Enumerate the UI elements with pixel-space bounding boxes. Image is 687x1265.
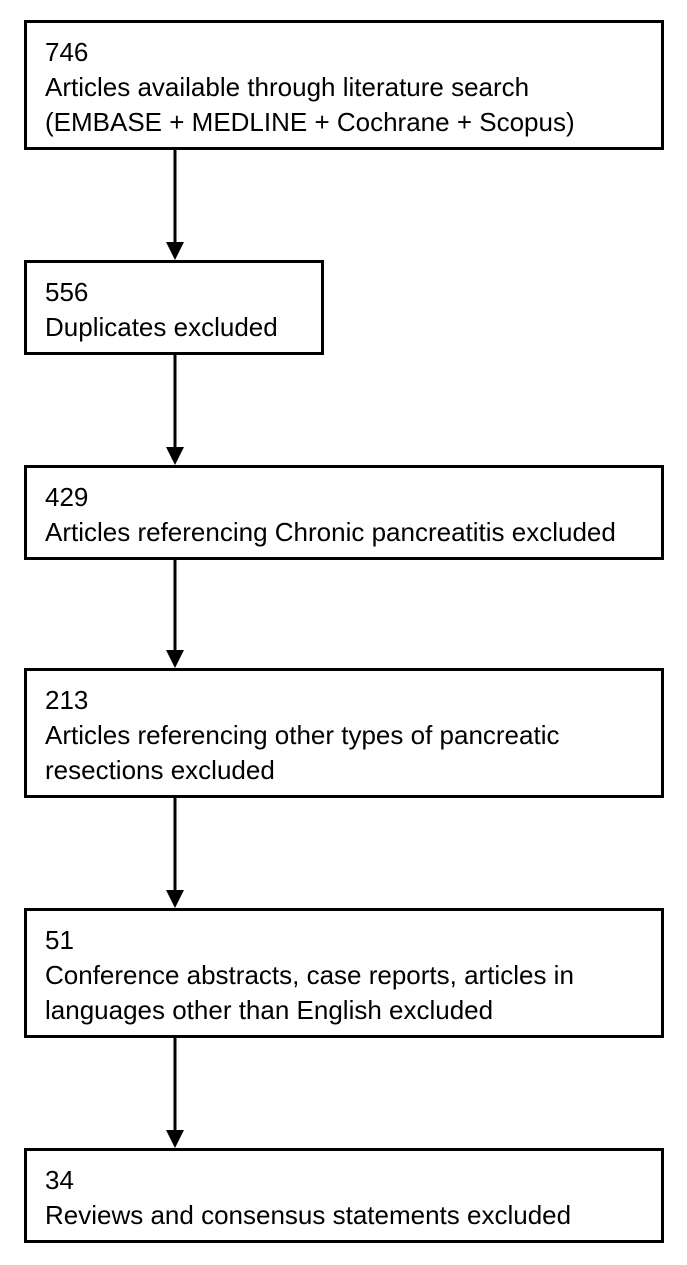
flow-node-label: Articles available through literature se…	[45, 70, 643, 140]
flow-node-label: Reviews and consensus statements exclude…	[45, 1198, 643, 1233]
flow-node-label: Duplicates excluded	[45, 310, 303, 345]
flow-node-count: 746	[45, 35, 643, 70]
flow-arrow-n5-n6	[157, 1038, 193, 1148]
flow-node-n5: 51Conference abstracts, case reports, ar…	[24, 908, 664, 1038]
flow-node-count: 429	[45, 480, 643, 515]
flow-node-label: Articles referencing Chronic pancreatiti…	[45, 515, 643, 550]
flow-node-n1: 746Articles available through literature…	[24, 20, 664, 150]
flow-node-n3: 429Articles referencing Chronic pancreat…	[24, 465, 664, 560]
flow-arrow-n2-n3	[157, 355, 193, 465]
flow-node-count: 51	[45, 923, 643, 958]
flow-arrow-n3-n4	[157, 560, 193, 668]
flow-node-n4: 213Articles referencing other types of p…	[24, 668, 664, 798]
flow-arrow-n4-n5	[157, 798, 193, 908]
flow-node-count: 213	[45, 683, 643, 718]
flow-node-count: 34	[45, 1163, 643, 1198]
flow-arrow-n1-n2	[157, 150, 193, 260]
flowchart-canvas: 746Articles available through literature…	[0, 0, 687, 1265]
flow-node-n2: 556Duplicates excluded	[24, 260, 324, 355]
flow-node-n6: 34Reviews and consensus statements exclu…	[24, 1148, 664, 1243]
flow-node-count: 556	[45, 275, 303, 310]
flow-node-label: Conference abstracts, case reports, arti…	[45, 958, 643, 1028]
flow-node-label: Articles referencing other types of panc…	[45, 718, 643, 788]
